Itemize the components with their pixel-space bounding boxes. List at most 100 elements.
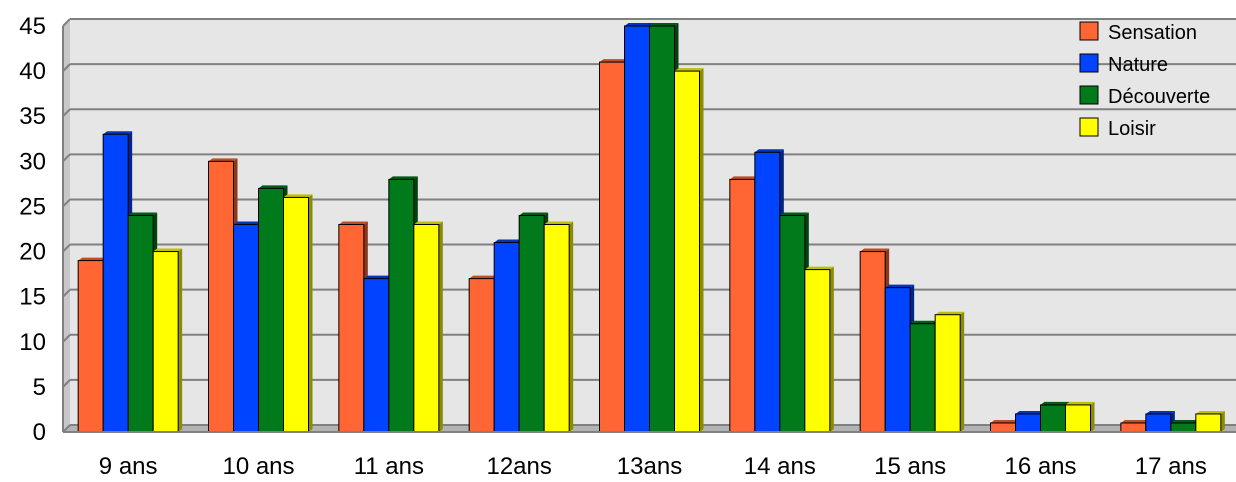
bar (77, 260, 104, 433)
bar (1015, 413, 1041, 433)
y-axis-ticks: 0 5 10 15 20 25 30 35 40 45 (19, 13, 46, 446)
x-tick-label: 12ans (486, 453, 551, 477)
bar-top (494, 239, 524, 243)
bar (388, 178, 415, 433)
y-tick-label: 15 (19, 284, 46, 311)
bar-top (729, 176, 759, 180)
bar-top (860, 248, 890, 252)
bar-side (308, 194, 313, 432)
bar-side (569, 221, 574, 432)
bar-top (779, 212, 809, 216)
bar (909, 323, 936, 433)
x-axis-ticks: 9 ans 10 ans 11 ans 12ans 13ans 14 ans 15 ans 1… (99, 453, 1207, 480)
bar-top (624, 23, 654, 26)
x-tick-label: 11 ans (354, 453, 424, 477)
bar (152, 251, 179, 433)
gridline-depth (62, 424, 71, 433)
bar-side (829, 266, 834, 432)
x-tick-label: 9 ans (99, 453, 158, 477)
bar (599, 61, 625, 433)
bar (1040, 404, 1066, 433)
legend-label: Loisir (1108, 118, 1156, 140)
bar (624, 25, 650, 433)
y-tick-label: 5 (33, 374, 46, 401)
legend-label: Nature (1108, 54, 1168, 76)
gridline-depth (62, 63, 71, 72)
bar-top (990, 419, 1020, 423)
bar-side (960, 311, 965, 432)
bars (77, 23, 1225, 433)
bar (804, 269, 831, 433)
bar (859, 251, 886, 433)
bar-top (754, 149, 784, 153)
bar-top (935, 311, 965, 315)
bar (754, 151, 781, 433)
bar-side (699, 68, 704, 432)
bar-top (649, 23, 679, 26)
bar-top (469, 275, 499, 279)
bar (127, 214, 154, 433)
legend-swatch (1079, 21, 1099, 41)
bar (338, 223, 365, 433)
bar (1170, 422, 1197, 433)
bar-top (153, 248, 183, 252)
bar (283, 196, 309, 433)
y-tick-label: 10 (19, 329, 46, 356)
bar (1195, 413, 1222, 433)
y-tick-label: 0 (33, 419, 46, 446)
bar (884, 287, 911, 433)
bar (468, 278, 495, 433)
y-tick-label: 45 (19, 13, 46, 40)
bar (729, 178, 756, 433)
bar-side (178, 248, 183, 432)
bar (674, 70, 700, 433)
x-tick-label: 16 ans (1004, 453, 1076, 477)
bar (1065, 404, 1091, 433)
bar-top (1040, 401, 1070, 405)
bar (258, 187, 284, 433)
bar-top (804, 266, 834, 270)
bar (990, 422, 1016, 433)
bar (543, 223, 570, 433)
gridline-depth (62, 334, 71, 343)
gridline-depth (62, 198, 71, 208)
bar-top (78, 257, 108, 261)
gridline-depth (62, 18, 71, 27)
gridline-depth (62, 108, 71, 117)
bar (779, 214, 806, 433)
x-tick-label: 15 ans (874, 453, 946, 477)
bar-top (599, 59, 629, 63)
bar (934, 314, 961, 433)
legend-label: Découverte (1108, 86, 1210, 108)
bar-top (674, 68, 704, 72)
bar-top (519, 212, 549, 216)
bar (493, 242, 520, 433)
plot-side-wall (63, 19, 70, 432)
bar-top (413, 221, 443, 225)
y-tick-label: 30 (19, 148, 46, 175)
bar (649, 25, 675, 433)
bar (233, 223, 259, 433)
x-tick-label: 14 ans (744, 453, 816, 477)
bar-top (885, 284, 915, 288)
bar (1145, 413, 1172, 433)
bar (363, 278, 390, 433)
y-tick-label: 40 (19, 58, 46, 85)
gridline-depth (62, 153, 71, 163)
bar-top (128, 212, 158, 216)
y-tick-label: 20 (19, 239, 46, 266)
x-tick-label: 10 ans (222, 453, 294, 477)
bar-side (1090, 401, 1095, 432)
bar-top (1120, 419, 1150, 423)
bar-top (283, 194, 313, 198)
bar-top (1065, 401, 1095, 405)
legend: Sensation Nature Découverte Loisir (1079, 21, 1210, 140)
bar (1120, 422, 1147, 433)
x-tick-label: 17 ans (1135, 453, 1207, 477)
bar (518, 214, 545, 433)
bar-top (544, 221, 574, 225)
bar-side (1220, 410, 1225, 432)
bar-top (1015, 410, 1045, 414)
